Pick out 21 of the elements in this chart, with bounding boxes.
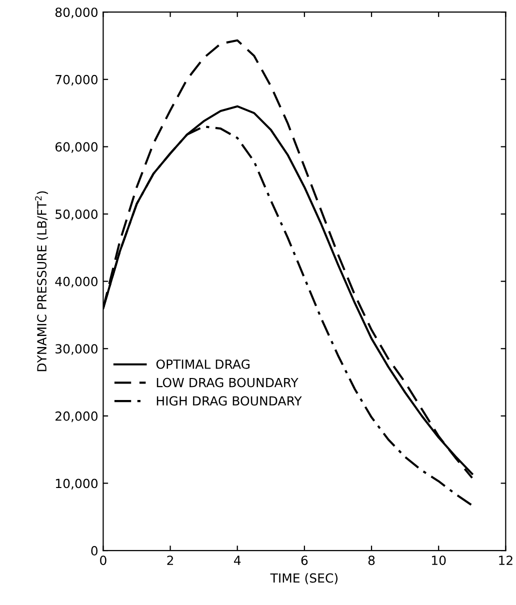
x-tick-label: 2 (167, 556, 174, 565)
x-tick-label: 8 (368, 556, 375, 566)
x-tick-label: 10 (432, 556, 446, 566)
x-axis-title: TIME (SEC) (270, 573, 338, 584)
x-tick-label: 6 (301, 556, 308, 566)
y-tick-label: 0 (91, 546, 98, 556)
legend-label: HIGH DRAG BOUNDARY (156, 396, 302, 406)
legend-label: OPTIMAL DRAG (156, 359, 250, 369)
y-tick-label: 80,000 (55, 8, 98, 18)
y-tick-label: 20,000 (56, 411, 98, 422)
x-tick-label: 4 (234, 556, 241, 565)
x-tick-label: 0 (100, 556, 106, 566)
y-tick-label: 70,000 (56, 74, 98, 86)
legend-label: LOW DRAG BOUNDARY (156, 378, 298, 388)
y-tick-label: 50,000 (56, 209, 98, 220)
y-tick-label: 60,000 (55, 142, 98, 153)
y-axis-title: DYNAMIC PRESSURE (LB/FT$^{2}$) (35, 191, 48, 372)
y-tick-label: 40,000 (55, 276, 98, 288)
x-tick-label: 12 (499, 556, 512, 565)
y-tick-label: 10,000 (56, 478, 98, 490)
y-tick-label: 30,000 (56, 344, 98, 355)
